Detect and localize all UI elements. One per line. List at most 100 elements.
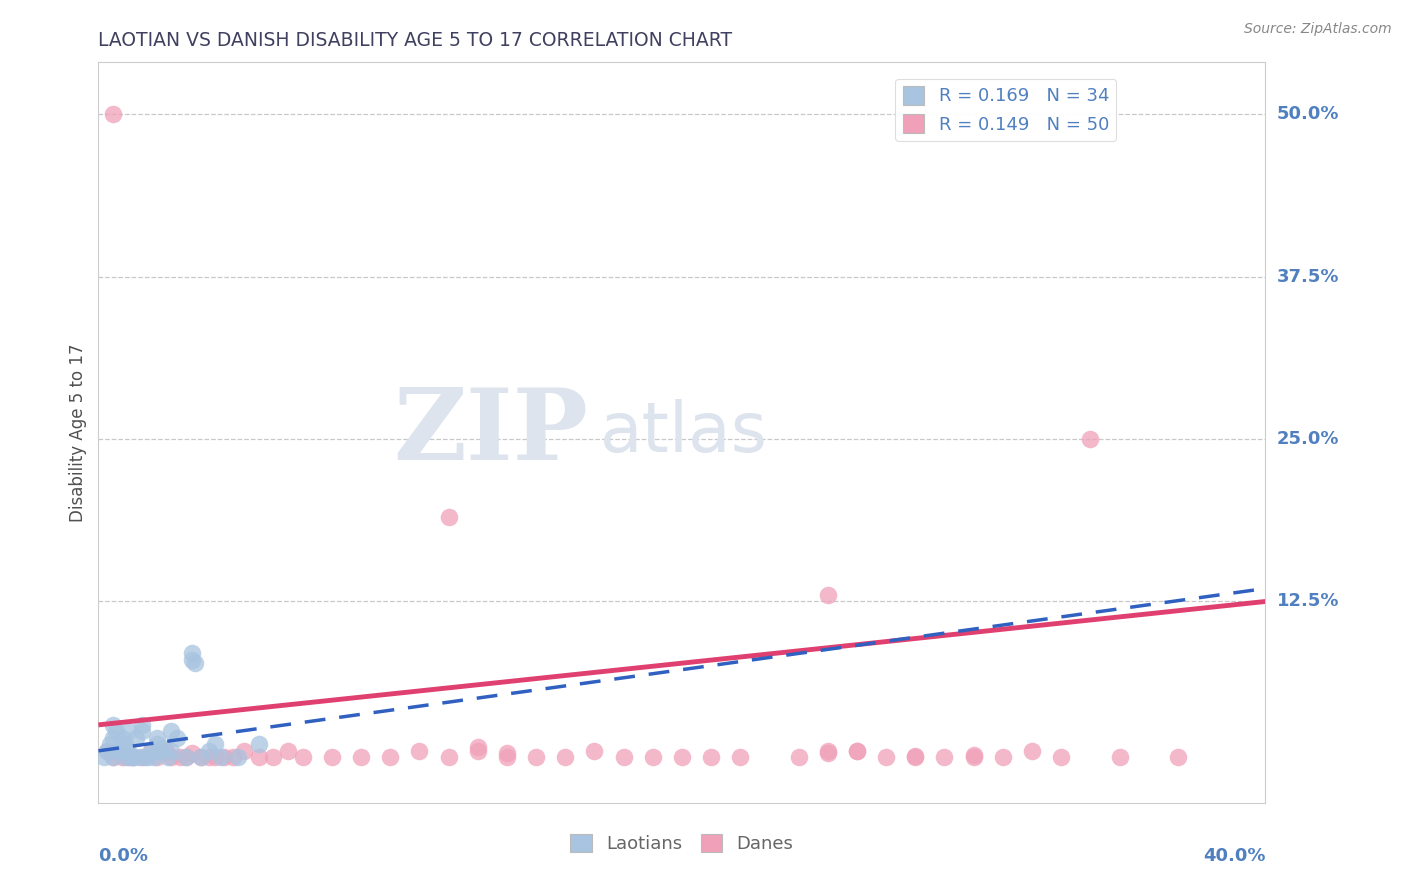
Point [155, 744, 177, 758]
Point [277, 744, 299, 758]
Point [496, 750, 519, 764]
Point [1021, 744, 1043, 758]
Point [233, 744, 256, 758]
Text: ZIP: ZIP [394, 384, 589, 481]
Point [1167, 750, 1189, 764]
Point [962, 750, 984, 764]
Point [846, 744, 869, 758]
Text: atlas: atlas [600, 399, 768, 467]
Text: 12.5%: 12.5% [1277, 592, 1339, 610]
Point [139, 744, 162, 758]
Point [198, 744, 221, 758]
Point [93, 750, 115, 764]
Point [1050, 750, 1073, 764]
Point [101, 107, 124, 121]
Point [247, 750, 270, 764]
Point [1108, 750, 1130, 764]
Point [408, 744, 430, 758]
Text: Source: ZipAtlas.com: Source: ZipAtlas.com [1244, 22, 1392, 37]
Point [228, 750, 250, 764]
Point [101, 731, 124, 745]
Point [190, 750, 212, 764]
Point [730, 750, 752, 764]
Legend: Laotians, Danes: Laotians, Danes [562, 827, 801, 861]
Text: 0.0%: 0.0% [98, 847, 149, 865]
Point [190, 750, 212, 764]
Point [180, 653, 202, 667]
Point [146, 737, 169, 751]
Text: 25.0%: 25.0% [1277, 430, 1339, 448]
Point [180, 647, 202, 661]
Point [467, 739, 489, 754]
Point [524, 750, 547, 764]
Point [111, 737, 134, 751]
Point [180, 747, 202, 761]
Point [467, 744, 489, 758]
Point [380, 750, 402, 764]
Point [204, 737, 226, 751]
Point [96, 744, 118, 758]
Point [875, 750, 897, 764]
Point [221, 750, 243, 764]
Point [157, 750, 180, 764]
Point [160, 744, 183, 758]
Point [612, 750, 634, 764]
Text: 50.0%: 50.0% [1277, 105, 1339, 123]
Point [166, 731, 188, 745]
Point [321, 750, 343, 764]
Point [554, 750, 576, 764]
Point [117, 750, 139, 764]
Y-axis label: Disability Age 5 to 17: Disability Age 5 to 17 [69, 343, 87, 522]
Point [350, 750, 373, 764]
Point [131, 750, 153, 764]
Point [108, 744, 131, 758]
Point [247, 737, 270, 751]
Point [183, 656, 205, 670]
Point [204, 750, 226, 764]
Point [671, 750, 693, 764]
Point [1080, 432, 1102, 446]
Text: 37.5%: 37.5% [1277, 268, 1339, 285]
Point [111, 750, 134, 764]
Point [122, 750, 145, 764]
Point [131, 724, 153, 739]
Point [149, 744, 172, 758]
Point [583, 744, 606, 758]
Point [846, 744, 869, 758]
Point [934, 750, 956, 764]
Point [101, 750, 124, 764]
Point [962, 747, 984, 762]
Point [142, 750, 165, 764]
Point [641, 750, 664, 764]
Point [114, 750, 136, 764]
Point [817, 744, 839, 758]
Point [101, 750, 124, 764]
Point [817, 747, 839, 761]
Point [291, 750, 314, 764]
Point [700, 750, 723, 764]
Point [131, 718, 153, 732]
Point [111, 731, 134, 745]
Point [114, 737, 136, 751]
Point [122, 750, 145, 764]
Point [160, 724, 183, 739]
Point [174, 750, 197, 764]
Point [117, 724, 139, 739]
Point [104, 724, 127, 739]
Point [152, 741, 174, 756]
Point [117, 744, 139, 758]
Point [904, 749, 927, 764]
Point [139, 744, 162, 758]
Point [101, 718, 124, 732]
Point [174, 750, 197, 764]
Point [125, 731, 148, 745]
Point [437, 510, 460, 524]
Point [96, 744, 118, 758]
Point [198, 750, 221, 764]
Point [120, 750, 142, 764]
Point [136, 750, 159, 764]
Point [787, 750, 810, 764]
Point [128, 750, 150, 764]
Point [262, 750, 284, 764]
Point [904, 750, 927, 764]
